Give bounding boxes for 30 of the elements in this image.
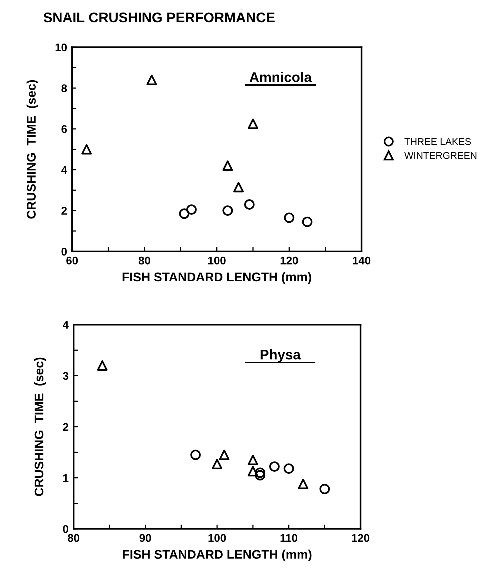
legend-label: WINTERGREEN	[404, 152, 477, 160]
x-tick-label: 120	[352, 534, 370, 542]
y-tick-label: 8	[62, 84, 68, 92]
x-tick-label: 110	[280, 534, 298, 542]
y-tick-label: 2	[63, 423, 69, 432]
y-tick-label: 10	[56, 44, 68, 52]
y-axis-title: CRUSHING TIME (sec)	[34, 358, 46, 496]
x-tick-label: 100	[208, 256, 226, 265]
x-axis-title: FISH STANDARD LENGTH (mm)	[123, 550, 312, 562]
annotation: Physa	[260, 350, 301, 362]
x-tick-label: 140	[353, 256, 371, 265]
x-tick-label: 120	[280, 256, 298, 265]
y-tick-label: 6	[62, 125, 68, 134]
x-tick-label: 100	[208, 534, 226, 542]
y-tick-label: 0	[63, 525, 69, 534]
y-axis-title: CRUSHING TIME (sec)	[26, 80, 38, 219]
legend-label: THREE LAKES	[404, 138, 472, 146]
annotation: Amnicola	[250, 72, 312, 82]
y-tick-label: 2	[62, 207, 68, 215]
y-tick-label: 3	[63, 372, 69, 380]
y-tick-label: 0	[62, 248, 68, 256]
y-tick-label: 4	[61, 166, 68, 174]
y-tick-label: 1	[64, 474, 69, 482]
x-axis-title: FISH STANDARD LENGTH (mm)	[122, 272, 312, 284]
x-tick-label: 90	[140, 534, 152, 542]
x-tick-label: 80	[138, 256, 150, 265]
x-tick-label: 80	[68, 534, 80, 542]
x-tick-label: 60	[66, 256, 78, 265]
chart-title: SNAIL CRUSHING PERFORMANCE	[44, 12, 275, 23]
y-tick-label: 4	[62, 321, 69, 329]
